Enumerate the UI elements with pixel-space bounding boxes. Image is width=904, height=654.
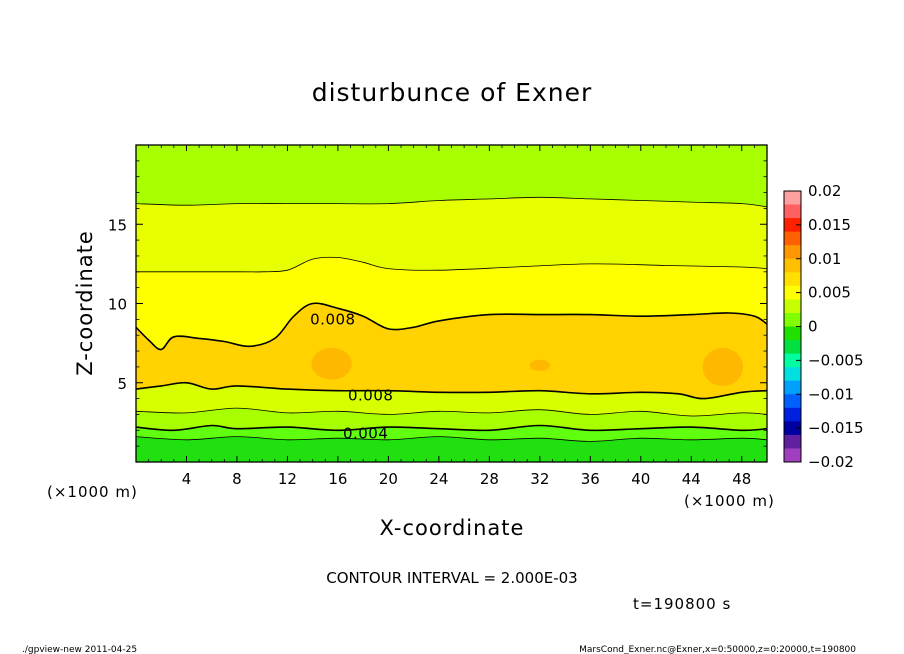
color-bar-swatch <box>784 448 801 463</box>
contour-line-l002 <box>135 407 768 417</box>
contour-line-l008b <box>135 381 768 400</box>
band-upper-lightyellow <box>136 197 767 272</box>
color-bar-label: −0.02 <box>808 453 854 471</box>
x-tick-label-28: 28 <box>480 470 499 488</box>
x-axis-label: X-coordinate <box>380 516 525 540</box>
x-tick-label-16: 16 <box>328 470 347 488</box>
contour-lines <box>135 196 768 442</box>
x-tick-label-48: 48 <box>732 470 751 488</box>
contour-label-1: 0.008 <box>348 386 393 404</box>
x-tick-label-36: 36 <box>581 470 600 488</box>
x-tick-label-12: 12 <box>278 470 297 488</box>
y-tick-label-10: 10 <box>108 296 127 314</box>
x-tick-label-32: 32 <box>530 470 549 488</box>
band-top-green <box>136 145 767 207</box>
color-bar-swatch <box>784 299 801 314</box>
contour-label-0: 0.008 <box>310 310 355 328</box>
footer-left: ./gpview-new 2011-04-25 <box>22 645 137 654</box>
color-bar-swatch <box>784 407 801 422</box>
contour-line-l008t <box>135 302 768 351</box>
maximum-region-3 <box>702 347 744 386</box>
chart-title: disturbunce of Exner <box>312 78 593 107</box>
time-text: t=190800 s <box>633 595 731 613</box>
band-006-008 <box>136 382 767 417</box>
x-tick-label-20: 20 <box>379 470 398 488</box>
color-bar-label: −0.01 <box>808 385 854 403</box>
band-002-004 <box>136 425 767 442</box>
color-bar-label: 0.015 <box>808 216 851 234</box>
color-bar-swatch <box>784 326 801 341</box>
contour-interval-text: CONTOUR INTERVAL = 2.000E-03 <box>326 569 577 587</box>
band-008-010 <box>136 303 767 399</box>
color-bar-swatch <box>784 434 801 449</box>
y-tick-label-15: 15 <box>108 216 127 234</box>
band-0-002 <box>136 436 767 462</box>
x-unit-left: (×1000 m) <box>47 483 138 501</box>
x-tick-label-40: 40 <box>631 470 650 488</box>
contour-label-2: 0.004 <box>343 424 388 442</box>
y-axis-label: Z-coordinate <box>73 230 97 376</box>
color-bar-swatch <box>784 380 801 395</box>
color-bar-swatch <box>784 218 801 233</box>
contour-line-l010 <box>135 196 768 208</box>
x-tick-label-8: 8 <box>232 470 242 488</box>
x-tick-label-44: 44 <box>682 470 701 488</box>
x-unit-right: (×1000 m) <box>684 492 775 510</box>
contour-labels: 0.008 0.008 0.004 <box>310 310 393 442</box>
color-bar-label: −0.005 <box>808 351 864 369</box>
color-bar-swatch <box>784 272 801 287</box>
color-bar-swatch <box>784 367 801 382</box>
color-bar-swatch <box>784 340 801 355</box>
x-tick-label-24: 24 <box>429 470 448 488</box>
color-bar-swatch <box>784 421 801 436</box>
color-bar-label: 0.01 <box>808 250 841 268</box>
color-bar-swatch <box>784 394 801 409</box>
footer-right: MarsCond_Exner.nc@Exner,x=0:50000,z=0:20… <box>579 645 856 654</box>
color-bar-label: −0.015 <box>808 419 864 437</box>
color-bar-swatch <box>784 245 801 260</box>
color-bar-label: 0.005 <box>808 284 851 302</box>
contour-line-l004 <box>135 424 768 432</box>
x-tick-label-4: 4 <box>182 470 192 488</box>
color-bar: 0.02 0.015 0.01 0.005 0 −0.005 −0.01 −0.015 −0.0… <box>783 182 864 471</box>
y-axis: 5 10 15 <box>108 160 767 447</box>
contour-line-l006 <box>135 436 768 442</box>
plot-area <box>136 145 767 462</box>
color-bar-swatch <box>784 258 801 273</box>
contour-line-l012 <box>136 256 768 273</box>
y-tick-label-5: 5 <box>117 375 127 393</box>
color-bar-swatch <box>784 191 801 206</box>
x-axis: 4 8 12 16 20 24 28 32 36 40 44 48 <box>148 145 755 488</box>
color-bar-swatch <box>784 231 801 246</box>
color-bar-label: 0.02 <box>808 182 841 200</box>
color-bar-swatch <box>784 285 801 300</box>
band-upper-yellow <box>136 257 767 350</box>
maximum-region-1 <box>311 347 352 380</box>
color-bar-swatch <box>784 353 801 368</box>
color-bar-swatch <box>784 312 801 327</box>
maximum-region-2 <box>529 359 550 371</box>
color-bar-label: 0 <box>808 318 818 336</box>
color-bar-swatch <box>784 204 801 219</box>
